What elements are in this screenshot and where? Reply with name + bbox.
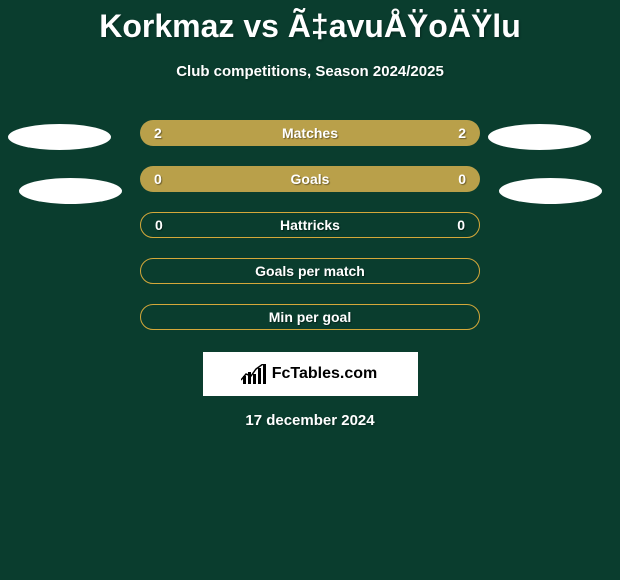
- logo-text: FcTables.com: [272, 365, 378, 383]
- stat-row: 0 Hattricks 0: [140, 212, 480, 238]
- date-line: 17 december 2024: [0, 412, 620, 429]
- stat-value-left: 0: [155, 217, 163, 233]
- stat-value-right: 0: [457, 217, 465, 233]
- decorative-ellipse: [488, 124, 591, 150]
- subtitle: Club competitions, Season 2024/2025: [0, 63, 620, 80]
- stat-row: Min per goal: [140, 304, 480, 330]
- stat-value-left: 0: [154, 171, 162, 187]
- chart-icon: [243, 364, 266, 384]
- stat-label: Hattricks: [280, 217, 340, 233]
- stat-value-left: 2: [154, 125, 162, 141]
- stat-label: Goals per match: [255, 263, 365, 279]
- logo-box[interactable]: FcTables.com: [203, 352, 418, 396]
- decorative-ellipse: [19, 178, 122, 204]
- page-title: Korkmaz vs Ã‡avuÅŸoÄŸlu: [0, 0, 620, 45]
- decorative-ellipse: [499, 178, 602, 204]
- stats-container: 2 Matches 2 0 Goals 0 0 Hattricks 0 Goals per mat…: [0, 120, 620, 330]
- stat-row: 2 Matches 2: [140, 120, 480, 146]
- stat-value-right: 0: [458, 171, 466, 187]
- stat-row: 0 Goals 0: [140, 166, 480, 192]
- stat-label: Matches: [282, 125, 338, 141]
- stat-value-right: 2: [458, 125, 466, 141]
- stat-label: Goals: [291, 171, 330, 187]
- stat-label: Min per goal: [269, 309, 351, 325]
- stat-row: Goals per match: [140, 258, 480, 284]
- decorative-ellipse: [8, 124, 111, 150]
